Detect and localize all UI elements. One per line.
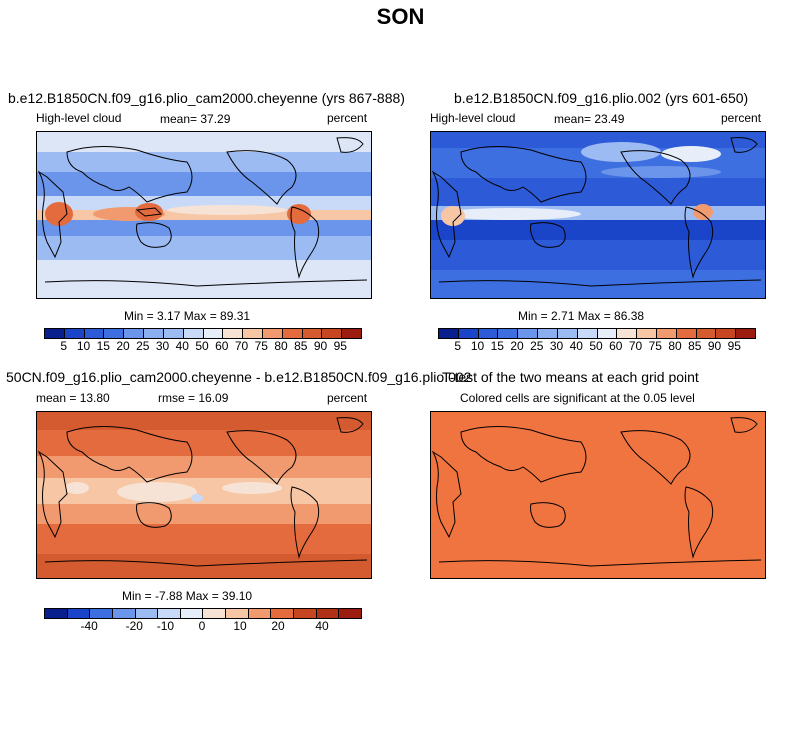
panel-1-title: b.e12.B1850CN.f09_g16.plio_cam2000.cheye… xyxy=(8,90,405,106)
tick: 70 xyxy=(628,339,643,353)
panel-1-variable: High-level cloud xyxy=(36,111,122,125)
panel-3-title: 50CN.f09_g16.plio_cam2000.cheyenne - b.e… xyxy=(6,369,472,385)
tick: 85 xyxy=(294,339,308,353)
panel-1-colorbar xyxy=(44,328,362,339)
tick: 10 xyxy=(76,339,91,353)
tick: 75 xyxy=(254,339,268,353)
panel-4-title: T-test of the two means at each grid poi… xyxy=(442,369,699,385)
tick: -10 xyxy=(156,619,175,633)
tick: 40 xyxy=(175,339,189,353)
panel-3-colorbar-ticks: -40 -20 -10 0 10 20 40 xyxy=(44,619,360,633)
tick: 5 xyxy=(60,339,68,353)
tick: 90 xyxy=(313,339,328,353)
tick: 75 xyxy=(648,339,662,353)
tick: 15 xyxy=(490,339,504,353)
tick: 50 xyxy=(195,339,209,353)
panel-3-colorbar xyxy=(44,608,362,619)
panel-3-mean: mean = 13.80 xyxy=(36,391,110,405)
tick: 40 xyxy=(315,619,329,633)
panel-1-map xyxy=(36,131,372,299)
panel-1-units: percent xyxy=(327,111,368,125)
tick: 95 xyxy=(333,339,347,353)
panel-2-colorbar xyxy=(438,328,756,339)
tick: 25 xyxy=(136,339,150,353)
figure-title: SON xyxy=(376,4,425,29)
panel-2-title: b.e12.B1850CN.f09_g16.plio.002 (yrs 601-… xyxy=(454,90,749,106)
panel-3-units: percent xyxy=(327,391,368,405)
tick: 15 xyxy=(96,339,110,353)
tick: 60 xyxy=(609,339,623,353)
panel-3-rmse: rmse = 16.09 xyxy=(158,391,229,405)
panel-4-subtitle: Colored cells are significant at the 0.0… xyxy=(460,391,695,405)
panel-2-mean: mean= 23.49 xyxy=(554,112,625,126)
tick: 90 xyxy=(707,339,722,353)
tick: 5 xyxy=(454,339,462,353)
panel-2-units: percent xyxy=(721,111,762,125)
panel-2-stats: Min = 2.71 Max = 86.38 xyxy=(518,309,645,323)
tick: 0 xyxy=(198,619,206,633)
panel-2-variable: High-level cloud xyxy=(430,111,516,125)
tick: 30 xyxy=(155,339,170,353)
tick: 20 xyxy=(271,619,285,633)
panel-4-map xyxy=(430,411,766,579)
panel-3-stats: Min = -7.88 Max = 39.10 xyxy=(122,589,253,603)
tick: 50 xyxy=(589,339,603,353)
panel-2-colorbar-ticks: 5 10 15 20 25 30 40 50 60 70 75 80 85 90… xyxy=(438,339,754,353)
tick: 10 xyxy=(470,339,485,353)
tick: 85 xyxy=(688,339,702,353)
panel-3-map xyxy=(36,411,372,579)
tick: 80 xyxy=(274,339,288,353)
tick: -40 xyxy=(80,619,98,633)
tick: 95 xyxy=(727,339,741,353)
tick: 20 xyxy=(510,339,524,353)
tick: 70 xyxy=(234,339,249,353)
panel-1-mean: mean= 37.29 xyxy=(160,112,231,126)
panel-1-stats: Min = 3.17 Max = 89.31 xyxy=(124,309,251,323)
tick: 10 xyxy=(233,619,247,633)
tick: -20 xyxy=(125,619,143,633)
tick: 20 xyxy=(116,339,130,353)
tick: 60 xyxy=(215,339,229,353)
tick: 25 xyxy=(530,339,544,353)
tick: 80 xyxy=(668,339,682,353)
tick: 30 xyxy=(549,339,564,353)
panel-2-map xyxy=(430,131,766,299)
panel-1-colorbar-ticks: 5 10 15 20 25 30 40 50 60 70 75 80 85 90… xyxy=(44,339,360,353)
tick: 40 xyxy=(569,339,583,353)
